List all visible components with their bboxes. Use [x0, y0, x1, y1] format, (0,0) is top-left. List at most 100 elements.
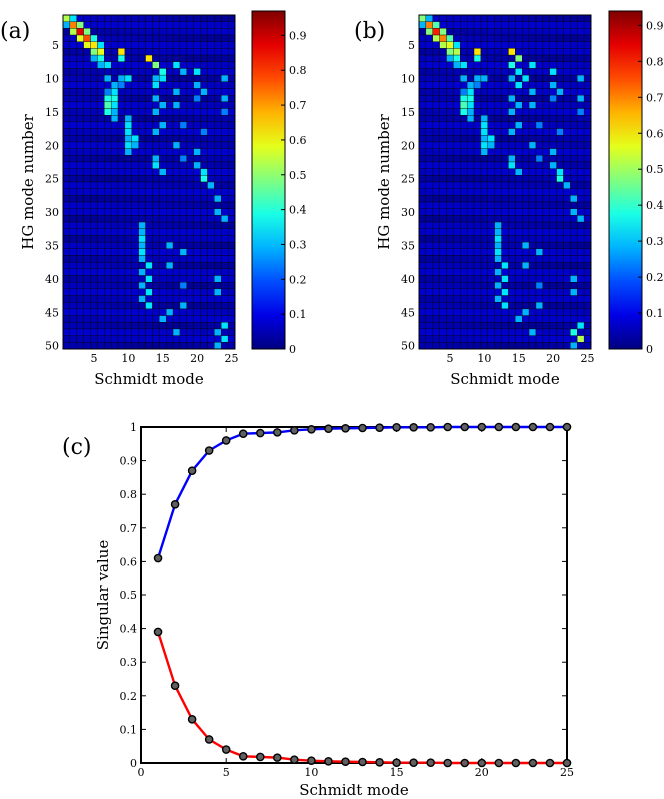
heatmap-b-bg-cell — [563, 322, 571, 330]
heatmap-b-bg-cell — [473, 322, 482, 330]
heatmap-b-bg-cell — [583, 181, 592, 189]
heatmap-b-bg-cell — [515, 295, 523, 303]
heatmap-b-bg-cell — [542, 261, 550, 270]
heatmap-a-bg-cell — [97, 248, 105, 256]
heatmap-b-bg-cell — [549, 21, 557, 29]
heatmap-a-bg-cell — [76, 74, 84, 82]
heatmap-a-bg-cell — [90, 148, 98, 156]
heatmap-b-bg-cell — [466, 48, 475, 56]
heatmap-b-bg-cell — [439, 221, 447, 229]
series-1-point — [153, 553, 163, 563]
heatmap-b-bg-cell — [425, 41, 433, 49]
heatmap-b-bg-cell — [453, 141, 461, 149]
heatmap-a-bg-cell — [186, 315, 194, 323]
heatmap-a-bg-cell — [117, 235, 126, 243]
heatmap-b-bg-cell — [515, 175, 523, 183]
heatmap-a-bg-cell — [145, 115, 153, 123]
heatmap-b-bg-cell — [556, 241, 564, 249]
heatmap-b-bg-cell — [460, 302, 468, 310]
heatmap-b-bg-cell — [528, 261, 537, 270]
heatmap-a-bg-cell — [104, 215, 112, 223]
heatmap-b-bg-cell — [515, 14, 523, 22]
heatmap-a-bg-cell — [138, 208, 146, 216]
heatmap-a-bg-cell — [179, 34, 188, 42]
heatmap-a-bg-cell — [69, 101, 77, 109]
heatmap-a-bg-cell — [227, 335, 236, 343]
heatmap-a-bg-cell — [227, 141, 236, 149]
heatmap-a-bg-cell — [83, 21, 91, 29]
heatmap-b-bg-cell — [418, 235, 427, 243]
heatmap-a-bg-cell — [110, 328, 119, 336]
heatmap-b-bg-cell — [446, 161, 454, 169]
heatmap-a-y-tick-label: 50 — [45, 340, 59, 353]
series-line-1 — [156, 425, 567, 559]
heatmap-b-bg-cell — [515, 155, 523, 163]
heatmap-a-cell — [90, 54, 98, 62]
heatmap-a-bg-cell — [172, 282, 181, 290]
heatmap-a-bg-cell — [152, 201, 160, 209]
heatmap-a-bg-cell — [69, 34, 77, 42]
heatmap-a-bg-cell — [76, 235, 84, 243]
heatmap-b-bg-cell — [418, 241, 427, 249]
heatmap-a-bg-cell — [83, 148, 91, 156]
heatmap-b-bg-cell — [528, 235, 537, 243]
heatmap-b-bg-cell — [508, 88, 516, 96]
heatmap-a-bg-cell — [117, 34, 126, 42]
heatmap-b-bg-cell — [535, 235, 544, 243]
heatmap-a-bg-cell — [214, 48, 222, 56]
heatmap-a-bg-cell — [214, 188, 222, 196]
heatmap-b-bg-cell — [487, 161, 495, 169]
heatmap-b-cell — [466, 108, 475, 116]
heatmap-b-bg-cell — [453, 221, 461, 229]
heatmap-a-bg-cell — [214, 181, 222, 189]
heatmap-b-cell — [466, 115, 475, 123]
heatmap-b-bg-cell — [446, 21, 454, 29]
y-axis-label-b: HG mode number — [375, 113, 393, 249]
heatmap-b-bg-cell — [577, 148, 585, 156]
heatmap-a-bg-cell — [152, 308, 160, 316]
heatmap-b-bg-cell — [439, 335, 447, 343]
heatmap-b-bg-cell — [577, 81, 585, 89]
heatmap-a-bg-cell — [97, 295, 105, 303]
heatmap-b-bg-cell — [563, 275, 571, 283]
heatmap-b-cell — [508, 94, 516, 103]
heatmap-b-bg-cell — [439, 135, 447, 143]
heatmap-a-bg-cell — [193, 228, 201, 236]
heatmap-a-bg-cell — [117, 181, 126, 189]
heatmap-b-bg-cell — [453, 68, 461, 76]
heatmap-b-bg-cell — [528, 275, 537, 283]
heatmap-b-cell — [522, 261, 530, 270]
heatmap-b-bg-cell — [494, 41, 502, 49]
heatmap-a-bg-cell — [124, 295, 132, 303]
heatmap-b-bg-cell — [460, 81, 468, 89]
heatmap-a-bg-cell — [186, 261, 194, 270]
heatmap-a-bg-cell — [159, 228, 167, 236]
heatmap-a-bg-cell — [172, 268, 181, 276]
heatmap-a-bg-cell — [207, 41, 215, 49]
heatmap-b-bg-cell — [570, 282, 578, 290]
heatmap-b-bg-cell — [473, 228, 482, 236]
heatmap-b-bg-cell — [473, 94, 482, 103]
heatmap-a-bg-cell — [214, 41, 222, 49]
heatmap-b-bg-cell — [460, 315, 468, 323]
heatmap-b-cell — [549, 81, 557, 89]
heatmap-b-bg-cell — [535, 141, 544, 149]
heatmap-a-cell — [104, 61, 112, 69]
heatmap-b-bg-cell — [425, 342, 433, 350]
heatmap-b-bg-cell — [556, 34, 564, 42]
heatmap-a-bg-cell — [110, 322, 119, 330]
heatmap-b-bg-cell — [446, 14, 454, 22]
heatmap-b-bg-cell — [487, 94, 495, 103]
heatmap-b-bg-cell — [542, 81, 550, 89]
heatmap-a-bg-cell — [172, 221, 181, 229]
heatmap-a-bg-cell — [200, 342, 208, 350]
heatmap-b-bg-cell — [583, 235, 592, 243]
heatmap-a-bg-cell — [104, 175, 112, 183]
heatmap-b-cell — [549, 68, 557, 76]
heatmap-a-cell — [179, 302, 188, 310]
panel-label-b: (b) — [354, 19, 385, 44]
heatmap-b-bg-cell — [439, 14, 447, 22]
heatmap-a-bg-cell — [179, 148, 188, 156]
heatmap-a-bg-cell — [97, 275, 105, 283]
heatmap-a-bg-cell — [97, 288, 105, 296]
